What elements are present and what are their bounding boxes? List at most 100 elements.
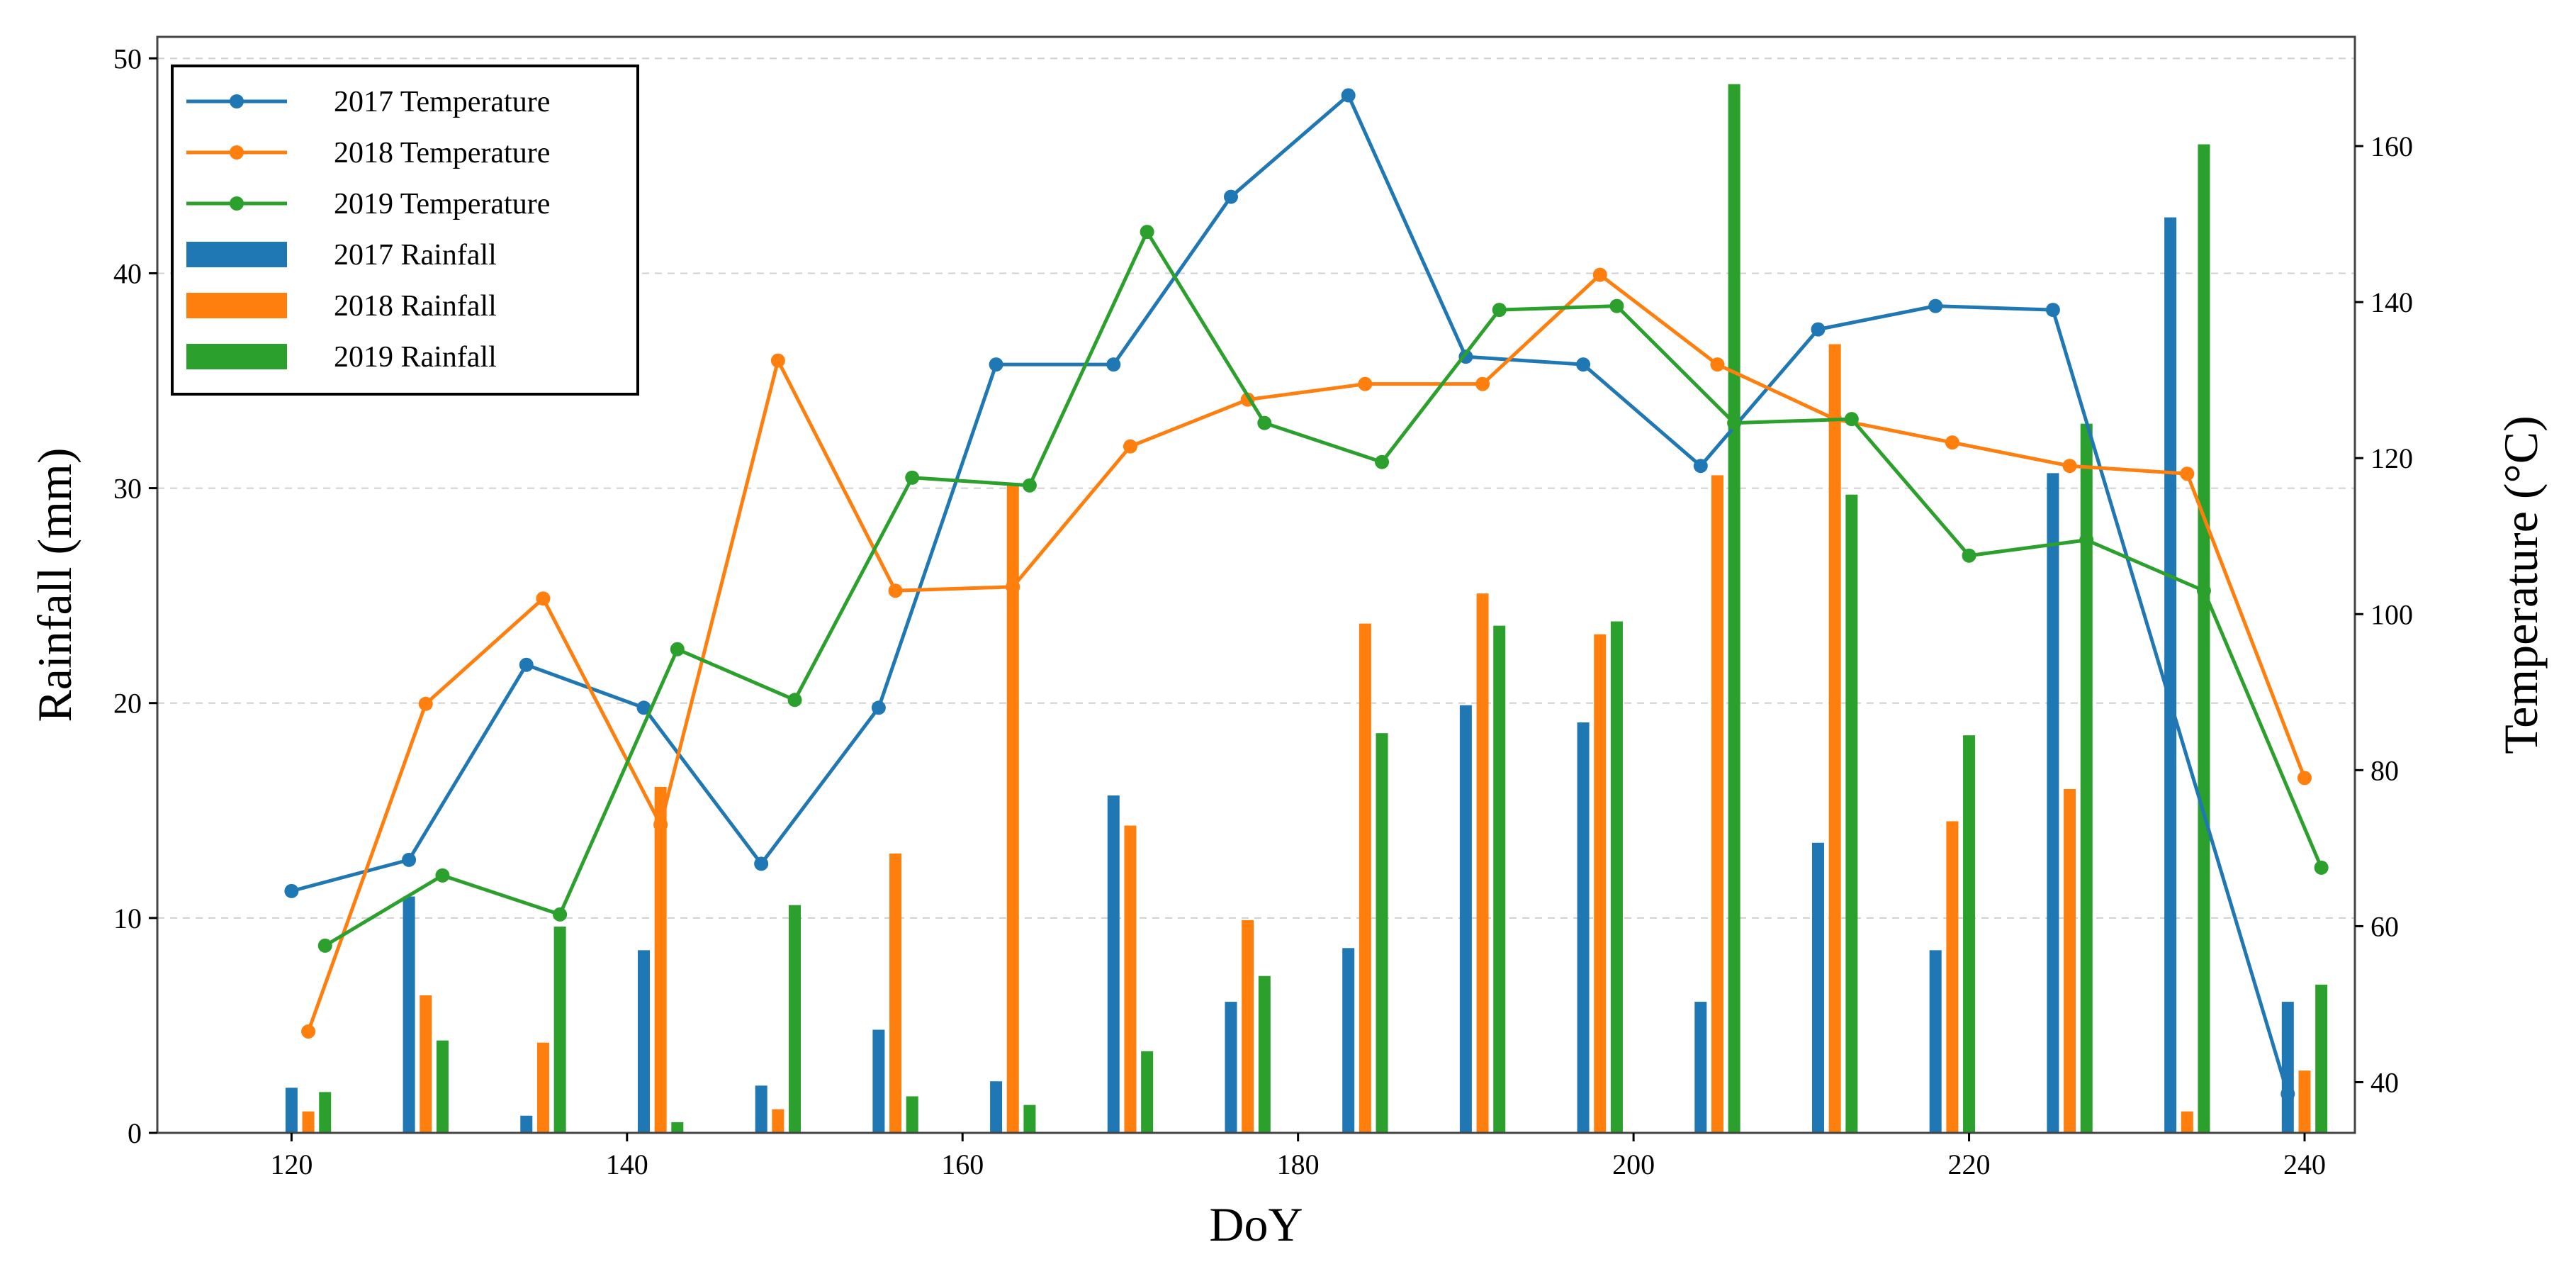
point-2019-temperature-3 xyxy=(670,642,685,656)
point-2019-temperature-14 xyxy=(1962,548,1976,563)
x-axis-title: DoY xyxy=(1209,1197,1303,1251)
point-2017-temperature-0 xyxy=(284,883,299,898)
bar-2017-rainfall-12 xyxy=(1694,1002,1707,1133)
point-2018-temperature-5 xyxy=(888,583,903,598)
gridlines xyxy=(157,57,2355,919)
y2-tick-label-160: 160 xyxy=(2370,130,2413,162)
bar-2017-rainfall-0 xyxy=(285,1088,298,1133)
bar-2017-rainfall-8 xyxy=(1225,1002,1237,1133)
legend-marker-2019-temperature xyxy=(230,196,244,211)
point-2018-temperature-15 xyxy=(2062,459,2077,474)
legend-swatch-2019-rainfall xyxy=(186,344,287,369)
point-2019-temperature-8 xyxy=(1257,415,1272,430)
point-2017-temperature-6 xyxy=(989,357,1003,372)
x-tick-label-240: 240 xyxy=(2283,1148,2326,1180)
bar-2018-rainfall-16 xyxy=(2181,1111,2193,1133)
point-2019-temperature-17 xyxy=(2314,860,2329,875)
y2-tick-label-40: 40 xyxy=(2370,1066,2399,1098)
point-2018-temperature-9 xyxy=(1358,376,1373,391)
plot-frame xyxy=(156,35,2356,1134)
bar-2019-rainfall-8 xyxy=(1258,975,1271,1133)
bar-2019-rainfall-9 xyxy=(1376,733,1388,1133)
bar-2018-rainfall-5 xyxy=(889,853,902,1133)
point-2017-temperature-1 xyxy=(402,852,417,867)
y-tick-label-20: 20 xyxy=(113,688,142,720)
y-axis-title: Rainfall (mm) xyxy=(28,447,81,722)
bar-2017-rainfall-15 xyxy=(2047,473,2059,1133)
bar-2017-rainfall-13 xyxy=(1812,842,1825,1133)
y2-tick-label-120: 120 xyxy=(2370,442,2413,474)
legend-swatch-2018-rainfall xyxy=(186,293,287,318)
point-2019-temperature-13 xyxy=(1844,412,1859,427)
y2-axis-title: Temperature (°C) xyxy=(2494,415,2548,754)
point-2019-temperature-6 xyxy=(1022,478,1037,493)
bar-2017-rainfall-11 xyxy=(1577,722,1590,1133)
point-2017-temperature-15 xyxy=(2045,303,2060,318)
point-2018-temperature-10 xyxy=(1475,376,1490,391)
bar-2019-rainfall-17 xyxy=(2315,984,2328,1133)
bar-2019-rainfall-13 xyxy=(1845,494,1858,1133)
point-2018-temperature-2 xyxy=(536,591,551,606)
point-2019-temperature-7 xyxy=(1140,225,1154,240)
y-tick-label-40: 40 xyxy=(113,257,142,289)
y2-tick-label-140: 140 xyxy=(2370,286,2413,318)
point-2017-temperature-4 xyxy=(754,856,769,871)
x-tick-label-180: 180 xyxy=(1277,1148,1320,1180)
y2-tick-label-100: 100 xyxy=(2370,598,2413,630)
temperature-lines xyxy=(284,88,2329,1101)
point-2017-temperature-11 xyxy=(1576,357,1591,372)
point-2017-temperature-2 xyxy=(519,657,534,672)
y2-tick-label-80: 80 xyxy=(2370,754,2399,786)
point-2018-temperature-16 xyxy=(2180,466,2195,481)
bar-2019-rainfall-11 xyxy=(1610,621,1623,1133)
point-2018-temperature-7 xyxy=(1123,439,1137,454)
bar-2017-rainfall-10 xyxy=(1459,705,1472,1133)
bar-2019-rainfall-15 xyxy=(2080,423,2093,1133)
bar-2017-rainfall-4 xyxy=(755,1085,767,1133)
bar-2019-rainfall-7 xyxy=(1141,1051,1154,1133)
point-2019-temperature-11 xyxy=(1609,298,1624,313)
x-tick-label-200: 200 xyxy=(1612,1148,1655,1180)
point-2018-temperature-14 xyxy=(1945,435,1959,450)
bar-2019-rainfall-0 xyxy=(319,1092,332,1133)
rainfall-bars xyxy=(285,84,2328,1134)
point-2019-temperature-15 xyxy=(2079,532,2094,547)
point-2017-temperature-5 xyxy=(871,700,886,715)
point-2018-temperature-6 xyxy=(1006,579,1020,594)
y-tick-label-0: 0 xyxy=(128,1117,142,1149)
bar-2019-rainfall-1 xyxy=(436,1040,449,1133)
y2-tick-label-60: 60 xyxy=(2370,910,2399,942)
bar-2019-rainfall-6 xyxy=(1023,1105,1036,1133)
point-2018-temperature-3 xyxy=(653,817,668,832)
line-2018-temperature xyxy=(306,273,2307,1032)
bar-2018-rainfall-17 xyxy=(2298,1070,2311,1133)
bar-2019-rainfall-2 xyxy=(553,926,566,1133)
point-2019-temperature-0 xyxy=(317,938,332,953)
bar-2018-rainfall-4 xyxy=(772,1109,784,1133)
point-2018-temperature-11 xyxy=(1592,267,1607,282)
bar-2019-rainfall-5 xyxy=(906,1096,918,1133)
axes: 120 140 160 180 200 220 240 0 10 20 30 40 50 40 60 80 10… xyxy=(113,43,2413,1180)
bar-2017-rainfall-14 xyxy=(1929,950,1942,1133)
legend-label-2019-rainfall: 2019 Rainfall xyxy=(334,341,497,374)
point-2019-temperature-10 xyxy=(1492,303,1507,318)
point-2018-temperature-1 xyxy=(418,696,433,711)
bar-2018-rainfall-15 xyxy=(2064,788,2076,1133)
legend-marker-2017-temperature xyxy=(230,94,244,108)
bar-2017-rainfall-1 xyxy=(403,896,415,1133)
bar-2017-rainfall-5 xyxy=(872,1029,885,1133)
bar-2019-rainfall-12 xyxy=(1728,84,1740,1134)
point-2018-temperature-17 xyxy=(2297,771,2312,786)
legend-box xyxy=(171,65,639,396)
bar-2017-rainfall-2 xyxy=(520,1115,533,1133)
point-2019-temperature-2 xyxy=(553,907,568,922)
x-tick-label-140: 140 xyxy=(606,1148,648,1180)
point-2019-temperature-5 xyxy=(905,470,920,485)
x-tick-label-160: 160 xyxy=(941,1148,984,1180)
bar-2019-rainfall-4 xyxy=(789,905,802,1133)
point-2017-temperature-16 xyxy=(2280,1086,2295,1101)
legend-swatch-2017-rainfall xyxy=(186,242,287,267)
bar-2017-rainfall-16 xyxy=(2164,217,2177,1134)
bar-2017-rainfall-3 xyxy=(637,950,650,1133)
